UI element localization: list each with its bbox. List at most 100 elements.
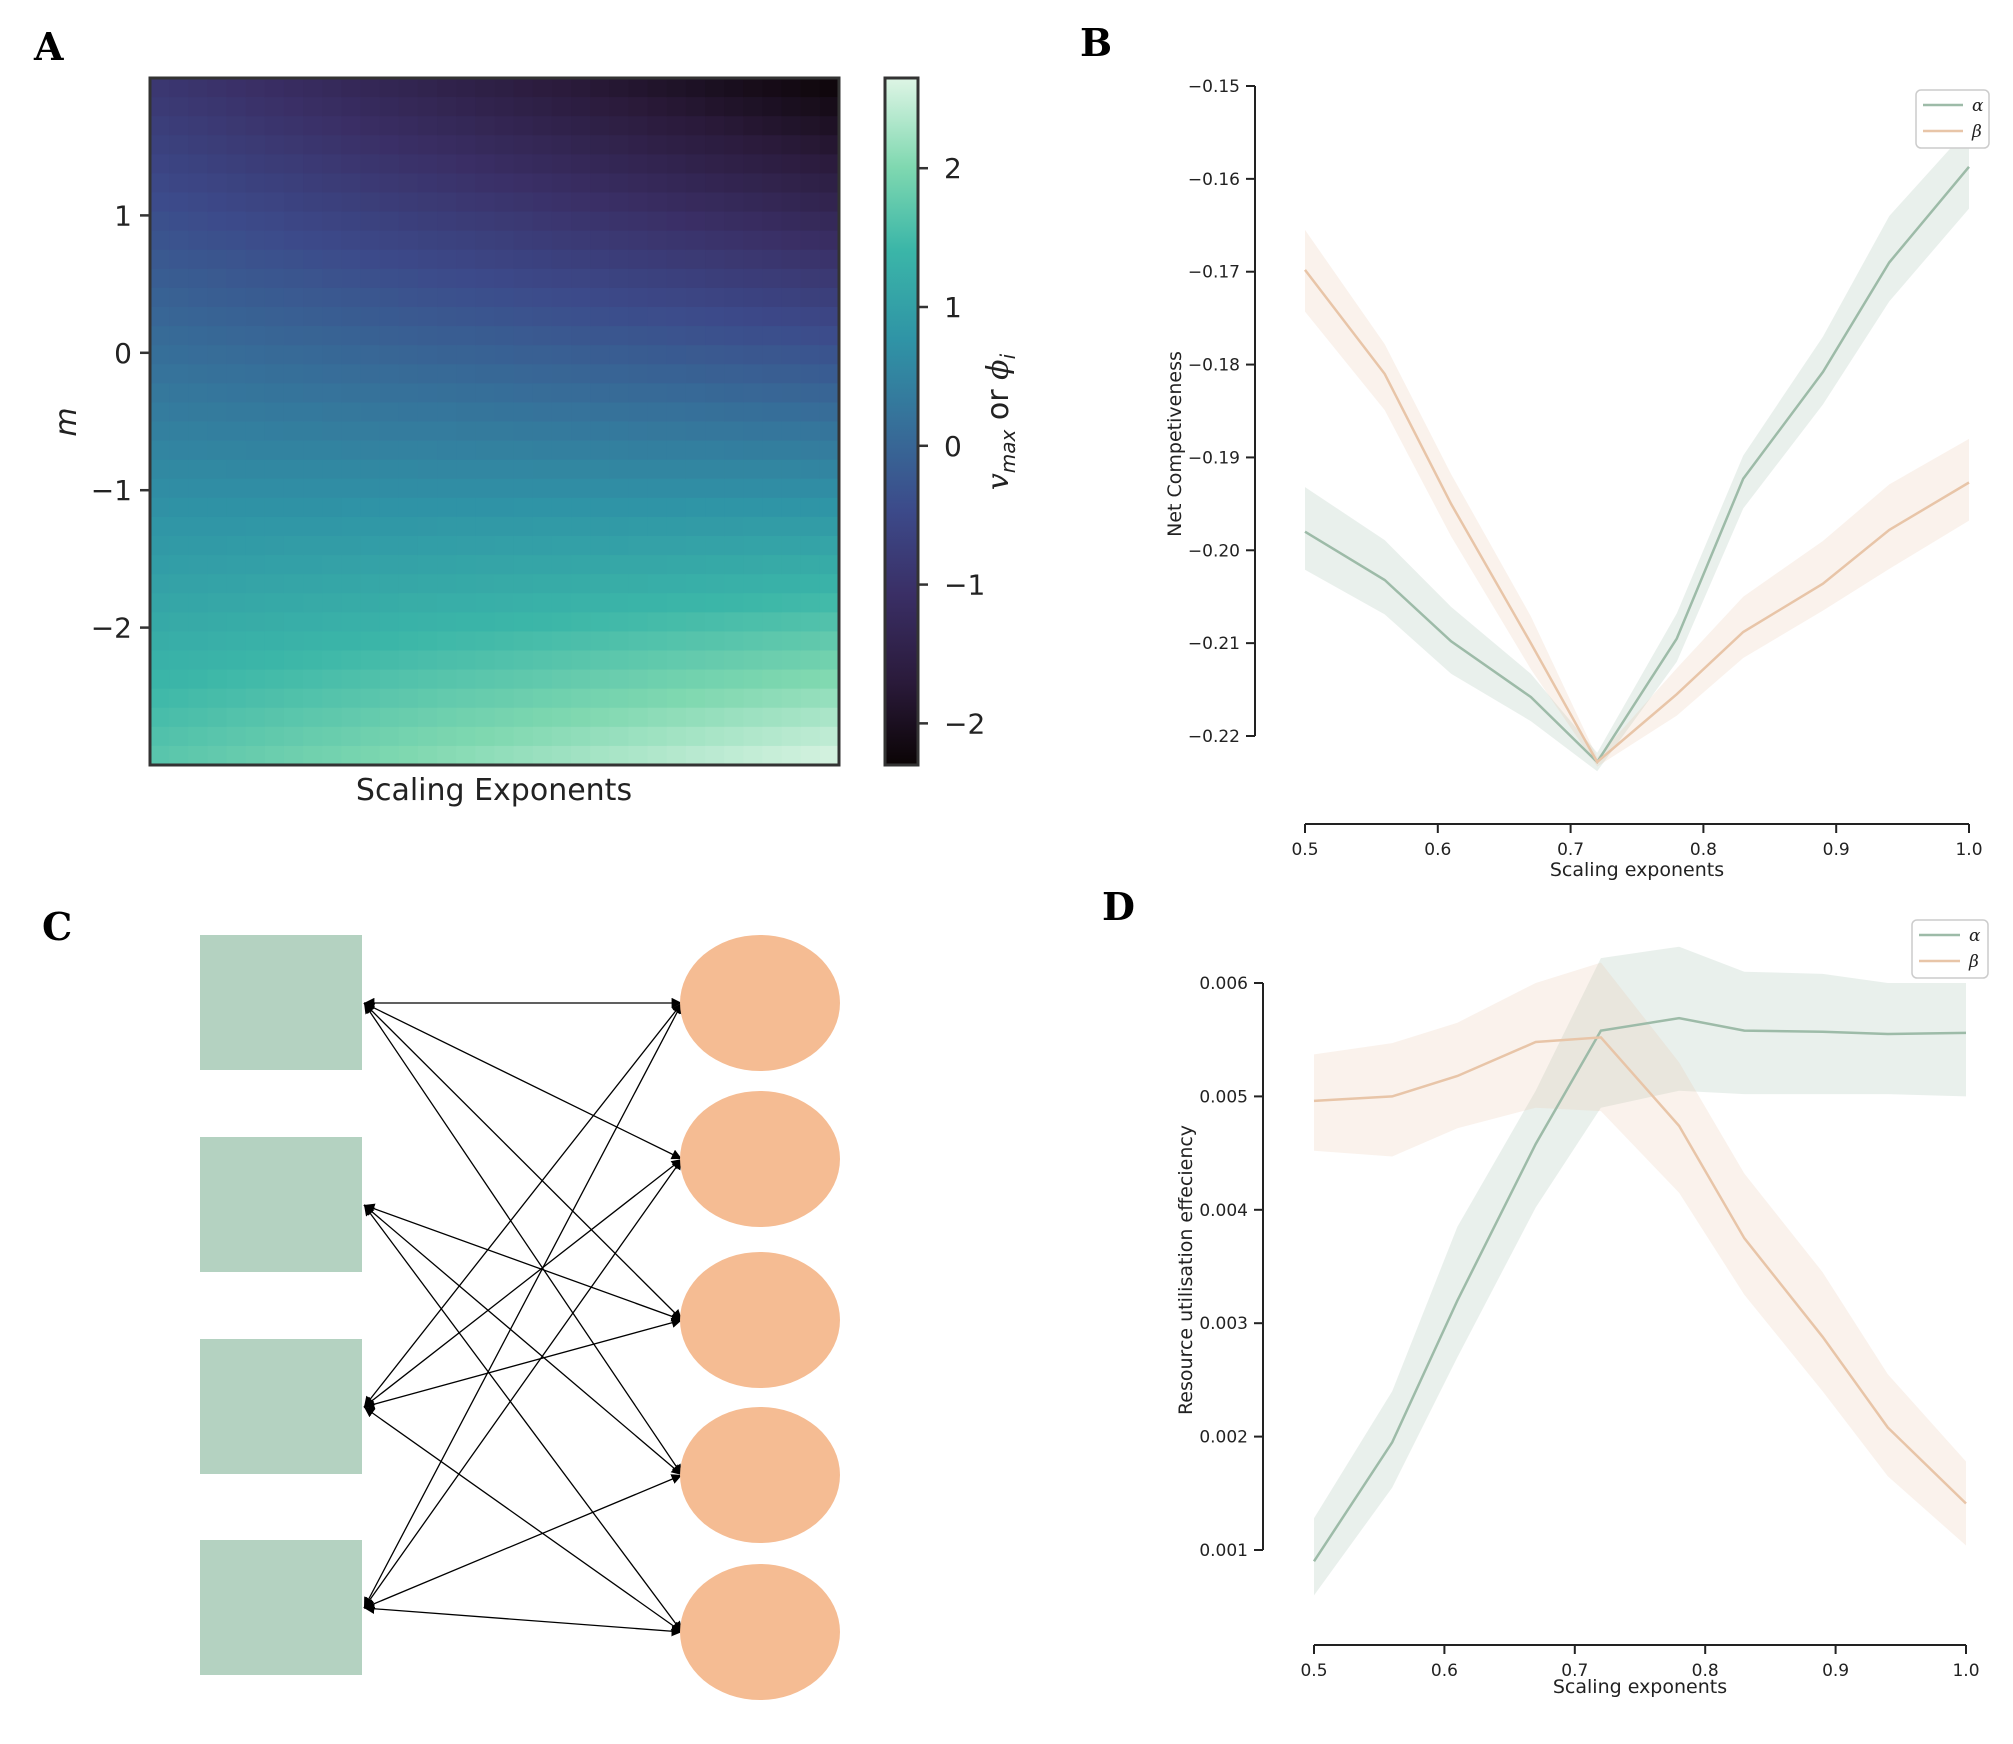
heatmap-cell [609, 459, 630, 480]
heatmap-cell [188, 440, 209, 461]
heatmap-cell [571, 173, 591, 194]
heatmap-cell [322, 345, 342, 365]
heatmap-cell [207, 688, 228, 709]
heatmap-cell [417, 383, 438, 404]
heatmap-cell [609, 707, 630, 728]
heatmap-cell [283, 650, 304, 671]
heatmap-cell [417, 230, 438, 251]
heatmap-cell [571, 211, 591, 232]
colorbar-tick-label: 2 [944, 152, 962, 185]
heatmap-cell [609, 78, 630, 98]
heatmap-cell [360, 173, 381, 194]
heatmap-cell [226, 287, 247, 308]
heatmap-cell [398, 135, 419, 155]
heatmap-cell [647, 574, 668, 594]
heatmap-cell [379, 364, 400, 384]
heatmap-cell [628, 593, 649, 613]
heatmap-cell [513, 287, 534, 308]
heatmap-cell [666, 211, 687, 232]
heatmap-cell [456, 650, 476, 671]
heatmap-cell [341, 230, 362, 251]
heatmap-cell [551, 516, 572, 537]
heatmap-cell [666, 383, 687, 404]
heatmap-cell [800, 688, 821, 709]
heatmap-cell [264, 612, 285, 633]
heatmap-cell [743, 593, 764, 613]
heatmap-cell [245, 326, 266, 346]
heatmap-cell [781, 497, 802, 518]
heatmap-cell [705, 726, 725, 747]
heatmap-cell [456, 78, 476, 98]
heatmap-cell [666, 116, 687, 136]
legend-label-beta-b: β [1971, 122, 1982, 142]
heatmap-cell [283, 459, 304, 480]
heatmap-cell [417, 364, 438, 384]
heatmap-cell [360, 555, 381, 575]
heatmap-cell [245, 459, 266, 480]
heatmap-cell [456, 364, 476, 384]
heatmap-cell [705, 478, 725, 499]
heatmap-cell [341, 745, 362, 766]
heatmap-cell [743, 497, 764, 518]
heatmap-cell [513, 345, 534, 365]
heatmap-cell [762, 402, 783, 423]
heatmap-cell [819, 287, 840, 308]
heatmap-cell [743, 745, 764, 766]
heatmap-cell [685, 497, 706, 518]
heatmap-cell [494, 287, 515, 308]
heatmap-cell [532, 593, 553, 613]
heatmap-cell [245, 555, 266, 575]
heatmap-cell [513, 211, 534, 232]
colorbar-ticks: 2 1 0 −1 −2 [918, 152, 985, 740]
x-tick-label-b: 0.6 [1424, 840, 1451, 860]
heatmap-y-ticks: 1 0 −1 −2 [91, 199, 150, 645]
heatmap-cell [322, 383, 342, 404]
heatmap-cell [322, 516, 342, 537]
diagram-edge [363, 1317, 683, 1410]
heatmap-cell [245, 612, 266, 633]
heatmap-cell [264, 326, 285, 346]
heatmap-cell [417, 536, 438, 556]
heatmap-cell [226, 440, 247, 461]
heatmap-cell [398, 402, 419, 423]
heatmap-cell [532, 211, 553, 232]
heatmap-cell [609, 116, 630, 136]
heatmap-cell [207, 345, 228, 365]
heatmap-cell [819, 440, 840, 461]
heatmap-cell [685, 631, 706, 652]
heatmap-cell [169, 97, 189, 117]
heatmap-cell [322, 555, 342, 575]
heatmap-cell [169, 516, 189, 537]
heatmap-cell [590, 268, 610, 289]
heatmap-cell [303, 745, 323, 766]
heatmap-cell [303, 230, 323, 251]
heatmap-cell [513, 421, 534, 442]
heatmap-cell [666, 230, 687, 251]
confidence-band-beta-b [1305, 229, 1969, 767]
heatmap-cell [551, 249, 572, 270]
heatmap-cell [551, 669, 572, 690]
heatmap-cell [169, 726, 189, 747]
heatmap-cell [819, 631, 840, 652]
diagram-circle-node [680, 1564, 840, 1700]
heatmap-cell [762, 555, 783, 575]
heatmap-cell [666, 574, 687, 594]
heatmap-cell [647, 154, 668, 175]
heatmap-cell [303, 631, 323, 652]
diagram-edge [363, 1406, 683, 1633]
heatmap-cell [494, 421, 515, 442]
heatmap-cell [264, 421, 285, 442]
heatmap-cell [705, 688, 725, 709]
heatmap-cell [513, 116, 534, 136]
heatmap-cell [475, 745, 496, 766]
heatmap-cell [245, 631, 266, 652]
heatmap-cell [456, 745, 476, 766]
heatmap-cell [379, 287, 400, 308]
heatmap-cell [724, 631, 744, 652]
heatmap-cell [666, 345, 687, 365]
heatmap-cell [724, 612, 744, 633]
heatmap-cell [590, 230, 610, 251]
heatmap-cell [781, 154, 802, 175]
heatmap-cell [360, 383, 381, 404]
legend-d: α β [1911, 919, 1989, 979]
